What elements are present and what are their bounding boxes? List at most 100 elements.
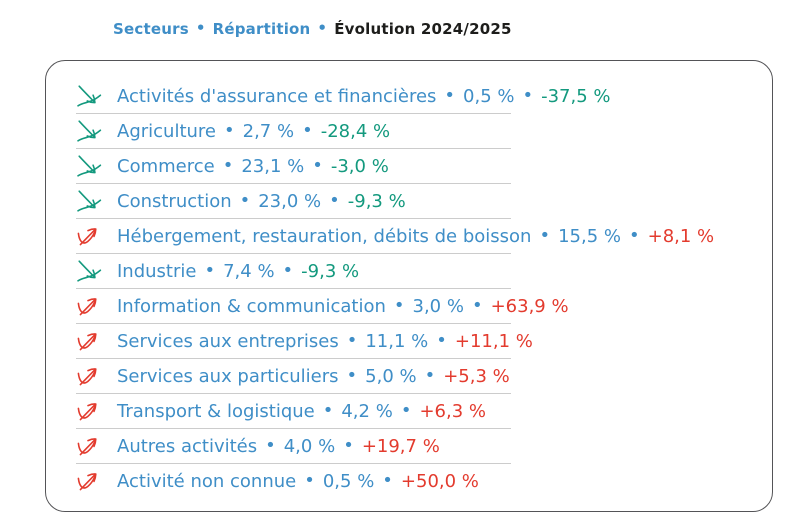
evolution-value: -9,3 % <box>347 190 406 212</box>
separator-dot: • <box>239 189 251 211</box>
trend-icon-wrap <box>76 469 102 493</box>
separator-dot: • <box>400 399 412 421</box>
sector-row[interactable]: Construction • 23,0 % • -9,3 % <box>76 184 772 218</box>
trend-down-arrow-icon <box>77 120 102 142</box>
trend-up-arrow-icon <box>77 333 97 351</box>
separator-dot: • <box>302 119 313 141</box>
separator-dot: • <box>471 294 483 316</box>
separator-dot: • <box>224 119 235 141</box>
trend-down-arrow-icon <box>77 85 102 107</box>
separator-dot: • <box>343 434 354 456</box>
trend-up-arrow-icon <box>77 228 97 246</box>
row-divider <box>76 463 511 464</box>
trend-icon-wrap <box>76 364 102 388</box>
trend-up-arrow-icon <box>77 403 97 421</box>
trend-up-arrow-icon <box>77 438 97 456</box>
trend-up-arrow-icon <box>77 298 97 316</box>
trend-icon-wrap <box>76 399 102 423</box>
trend-icon-wrap <box>76 294 102 318</box>
share-value: 23,0 % <box>258 190 322 212</box>
share-value: 23,1 % <box>241 155 305 177</box>
row-divider <box>76 428 511 429</box>
trend-up-arrow-icon <box>77 368 97 386</box>
row-divider <box>76 288 511 289</box>
trend-icon-wrap <box>76 224 102 248</box>
sector-row[interactable]: Autres activités • 4,0 % • +19,7 % <box>76 429 772 463</box>
sector-row[interactable]: Activités d'assurance et financières • 0… <box>76 79 772 113</box>
trend-up-arrow-icon <box>77 473 97 491</box>
sector-label: Agriculture <box>117 120 216 142</box>
trend-icon-wrap <box>76 84 102 108</box>
separator-dot: • <box>436 329 447 351</box>
evolution-value: -37,5 % <box>541 85 611 107</box>
sector-label: Activités d'assurance et financières <box>117 85 437 107</box>
share-value: 5,0 % <box>365 365 417 387</box>
row-divider <box>76 358 511 359</box>
sector-label: Construction <box>117 190 232 212</box>
share-value: 0,5 % <box>322 470 375 492</box>
trend-icon-wrap <box>76 119 102 143</box>
trend-icon-wrap <box>76 329 102 353</box>
evolution-value: +11,1 % <box>454 330 533 352</box>
sector-label: Hébergement, restauration, débits de boi… <box>117 225 532 247</box>
sector-label: Services aux entreprises <box>117 330 339 352</box>
sectors-panel: Activités d'assurance et financières • 0… <box>45 60 773 512</box>
separator-dot: • <box>282 259 294 281</box>
sector-label: Industrie <box>117 260 197 282</box>
legend-item-r-partition: Répartition <box>212 20 311 38</box>
separator-dot: • <box>346 364 358 386</box>
legend-item-secteurs: Secteurs <box>113 20 189 38</box>
sector-row[interactable]: Commerce • 23,1 % • -3,0 % <box>76 149 772 183</box>
separator-dot: • <box>317 19 328 37</box>
separator-dot: • <box>539 224 551 246</box>
separator-dot: • <box>312 154 323 176</box>
separator-dot: • <box>322 399 334 421</box>
sector-row[interactable]: Services aux particuliers • 5,0 % • +5,3… <box>76 359 772 393</box>
evolution-value: -28,4 % <box>320 120 391 142</box>
row-divider <box>76 183 511 184</box>
evolution-value: +19,7 % <box>361 435 440 457</box>
row-divider <box>76 218 511 219</box>
sector-label: Autres activités <box>117 435 258 457</box>
sector-row[interactable]: Industrie • 7,4 % • -9,3 % <box>76 254 772 288</box>
share-value: 7,4 % <box>223 260 275 282</box>
evolution-value: -9,3 % <box>301 260 360 282</box>
share-value: 4,2 % <box>341 400 393 422</box>
row-divider <box>76 113 511 114</box>
sector-label: Activité non connue <box>117 470 297 492</box>
separator-dot: • <box>204 259 216 281</box>
share-value: 2,7 % <box>242 120 295 142</box>
trend-icon-wrap <box>76 154 102 178</box>
row-divider <box>76 253 511 254</box>
trend-icon-wrap <box>76 434 102 458</box>
trend-down-arrow-icon <box>77 155 102 177</box>
sector-row[interactable]: Information & communication • 3,0 % • +6… <box>76 289 772 323</box>
row-divider <box>76 393 511 394</box>
separator-dot: • <box>522 84 534 106</box>
share-value: 4,0 % <box>283 435 336 457</box>
separator-dot: • <box>382 469 393 491</box>
separator-dot: • <box>393 294 405 316</box>
separator-dot: • <box>195 19 206 37</box>
separator-dot: • <box>329 189 340 211</box>
share-value: 15,5 % <box>558 225 621 247</box>
separator-dot: • <box>222 154 234 176</box>
sector-label: Services aux particuliers <box>117 365 339 387</box>
share-value: 0,5 % <box>463 85 515 107</box>
separator-dot: • <box>265 434 276 456</box>
evolution-value: +63,9 % <box>490 295 569 317</box>
share-value: 3,0 % <box>412 295 464 317</box>
row-divider <box>76 148 511 149</box>
evolution-value: +6,3 % <box>419 400 486 422</box>
evolution-value: +8,1 % <box>647 225 715 247</box>
trend-down-arrow-icon <box>77 190 102 212</box>
evolution-value: +5,3 % <box>443 365 510 387</box>
sector-row[interactable]: Activité non connue • 0,5 % • +50,0 % <box>76 464 772 498</box>
sector-row[interactable]: Services aux entreprises • 11,1 % • +11,… <box>76 324 772 358</box>
sector-label: Commerce <box>117 155 215 177</box>
sector-row[interactable]: Transport & logistique • 4,2 % • +6,3 % <box>76 394 772 428</box>
sector-row[interactable]: Hébergement, restauration, débits de boi… <box>76 219 772 253</box>
sector-row[interactable]: Agriculture • 2,7 % • -28,4 % <box>76 114 772 148</box>
separator-dot: • <box>304 469 315 491</box>
trend-icon-wrap <box>76 259 102 283</box>
